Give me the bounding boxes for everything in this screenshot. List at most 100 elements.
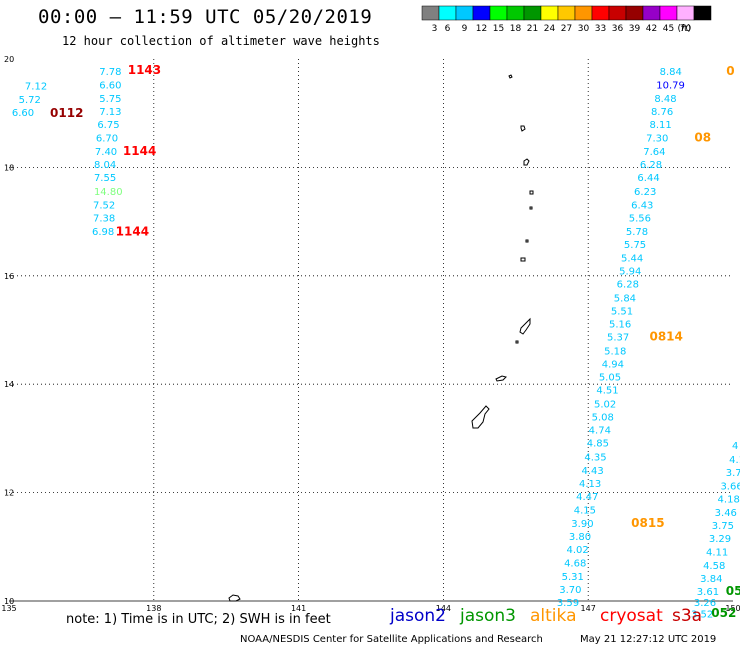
wave-height-value: 6.28	[617, 279, 639, 290]
wave-height-value: 8.48	[654, 94, 676, 105]
wave-height-value: 4	[732, 441, 738, 452]
wave-height-value: 8.11	[649, 120, 671, 131]
wave-height-value: 3.52	[691, 609, 713, 620]
wave-height-value: 4.11	[706, 548, 728, 559]
island-outline	[519, 317, 531, 335]
lon-tick-label: 138	[146, 604, 161, 613]
timestamp-text: May 21 12:27:12 UTC 2019	[580, 634, 717, 645]
island-outline	[520, 125, 526, 132]
page-subtitle: 12 hour collection of altimeter wave hei…	[62, 34, 380, 48]
wave-height-value: 7.12	[25, 82, 47, 93]
island-outline	[520, 257, 526, 262]
wave-height-value: 7.40	[95, 147, 117, 158]
wave-height-value: 4.74	[589, 426, 611, 437]
legend-label: 6	[445, 24, 451, 33]
legend-label: 15	[493, 24, 504, 33]
pass-time-label: 0815	[631, 516, 664, 530]
legend-altika: altika	[530, 606, 577, 626]
color-legend: 3 6 9 12 15 18 21 24 27 30 33 36 39 42 45 70(ft)	[421, 5, 712, 33]
wave-height-value: 10.79	[656, 80, 685, 91]
wave-height-value: 5.02	[594, 400, 616, 411]
wave-height-value: 3.84	[700, 574, 722, 585]
wave-height-value: 3.61	[697, 587, 719, 598]
wave-height-value: 8.84	[660, 67, 682, 78]
wave-height-value: 6.23	[634, 187, 656, 198]
legend-label: 42	[646, 24, 657, 33]
island-outline	[523, 158, 530, 166]
lat-tick-label: 18	[4, 163, 14, 172]
island-outline	[515, 340, 519, 344]
wave-height-value: 6.70	[96, 134, 118, 145]
wave-height-value: 8.76	[651, 107, 673, 118]
pass-time-label: 08	[694, 131, 711, 145]
lat-tick-label: 16	[4, 272, 14, 281]
wave-height-value: 4.35	[584, 452, 606, 463]
wave-height-value: 7.78	[99, 67, 121, 78]
island-outline	[529, 206, 533, 210]
wave-height-value: 4.47	[576, 492, 598, 503]
pass-time-label: 052	[711, 606, 736, 620]
lon-tick-label: 135	[1, 604, 16, 613]
wave-height-value: 5.37	[607, 333, 629, 344]
wave-height-value: 3.66	[720, 482, 740, 493]
island-outline	[228, 594, 241, 602]
legend-label: 70	[680, 24, 692, 33]
island-outline	[508, 74, 513, 79]
wave-height-value: 3.70	[559, 585, 581, 596]
legend-label: 24	[544, 24, 556, 33]
legend-label: 18	[510, 24, 522, 33]
lon-tick-label: 147	[581, 604, 596, 613]
wave-height-value: 3.46	[715, 508, 737, 519]
legend-swatch	[693, 5, 712, 21]
wave-height-value: 3.26	[694, 598, 716, 609]
wave-height-value: 6.60	[99, 80, 121, 91]
wave-height-value: 5.44	[621, 253, 643, 264]
wave-height-value: 4.1	[729, 455, 740, 466]
legend-unit: (ft)	[677, 24, 691, 33]
wave-height-value: 4.13	[579, 479, 601, 490]
wave-height-value: 4.94	[602, 360, 624, 371]
wave-height-value: 5.75	[624, 240, 646, 251]
legend-label: 30	[578, 24, 590, 33]
wave-height-value: 5.75	[99, 94, 121, 105]
wave-height-value: 4.43	[581, 466, 603, 477]
wave-height-value: 7.64	[643, 147, 665, 158]
legend-label: 21	[527, 24, 538, 33]
footnote: note: 1) Time is in UTC; 2) SWH is in fe…	[66, 612, 331, 627]
lat-tick-label: 12	[4, 489, 14, 498]
wave-height-value: 4.85	[587, 439, 609, 450]
legend-label: 33	[595, 24, 606, 33]
wave-height-value: 5.84	[614, 293, 636, 304]
lat-tick-label: 20	[4, 55, 14, 64]
wave-height-value: 4.68	[564, 559, 586, 570]
wave-height-value: 5.78	[626, 227, 648, 238]
wave-height-value: 3.80	[569, 532, 591, 543]
legend-label: 45	[663, 24, 674, 33]
legend-cryosat: cryosat	[600, 606, 663, 626]
wave-height-value: 4.51	[596, 386, 618, 397]
wave-height-value: 5.56	[629, 213, 651, 224]
wave-height-value: 5.16	[609, 319, 631, 330]
wave-height-value: 5.51	[611, 306, 633, 317]
legend-label: 27	[561, 24, 572, 33]
wave-height-value: 6.98	[92, 227, 114, 238]
wave-height-value: 6.60	[12, 108, 34, 119]
pass-time-label: 1144	[123, 144, 156, 158]
island-outline	[529, 190, 534, 195]
wave-height-value: 5.08	[592, 413, 614, 424]
island-outline	[495, 375, 507, 382]
wave-height-value: 14.80	[94, 187, 123, 198]
lon-tick-label: 144	[436, 604, 451, 613]
legend-label: 3	[432, 24, 438, 33]
legend-jason3: jason3	[460, 606, 516, 626]
wave-height-value: 5.31	[562, 572, 584, 583]
wave-height-value: 5.94	[619, 266, 641, 277]
wave-height-value: 6.44	[637, 173, 659, 184]
island-outline	[471, 405, 490, 429]
legend-label: 39	[629, 24, 641, 33]
wave-height-value: 4.02	[566, 545, 588, 556]
island-outline	[525, 239, 529, 243]
lon-tick-label: 141	[291, 604, 306, 613]
lat-tick-label: 14	[4, 380, 14, 389]
